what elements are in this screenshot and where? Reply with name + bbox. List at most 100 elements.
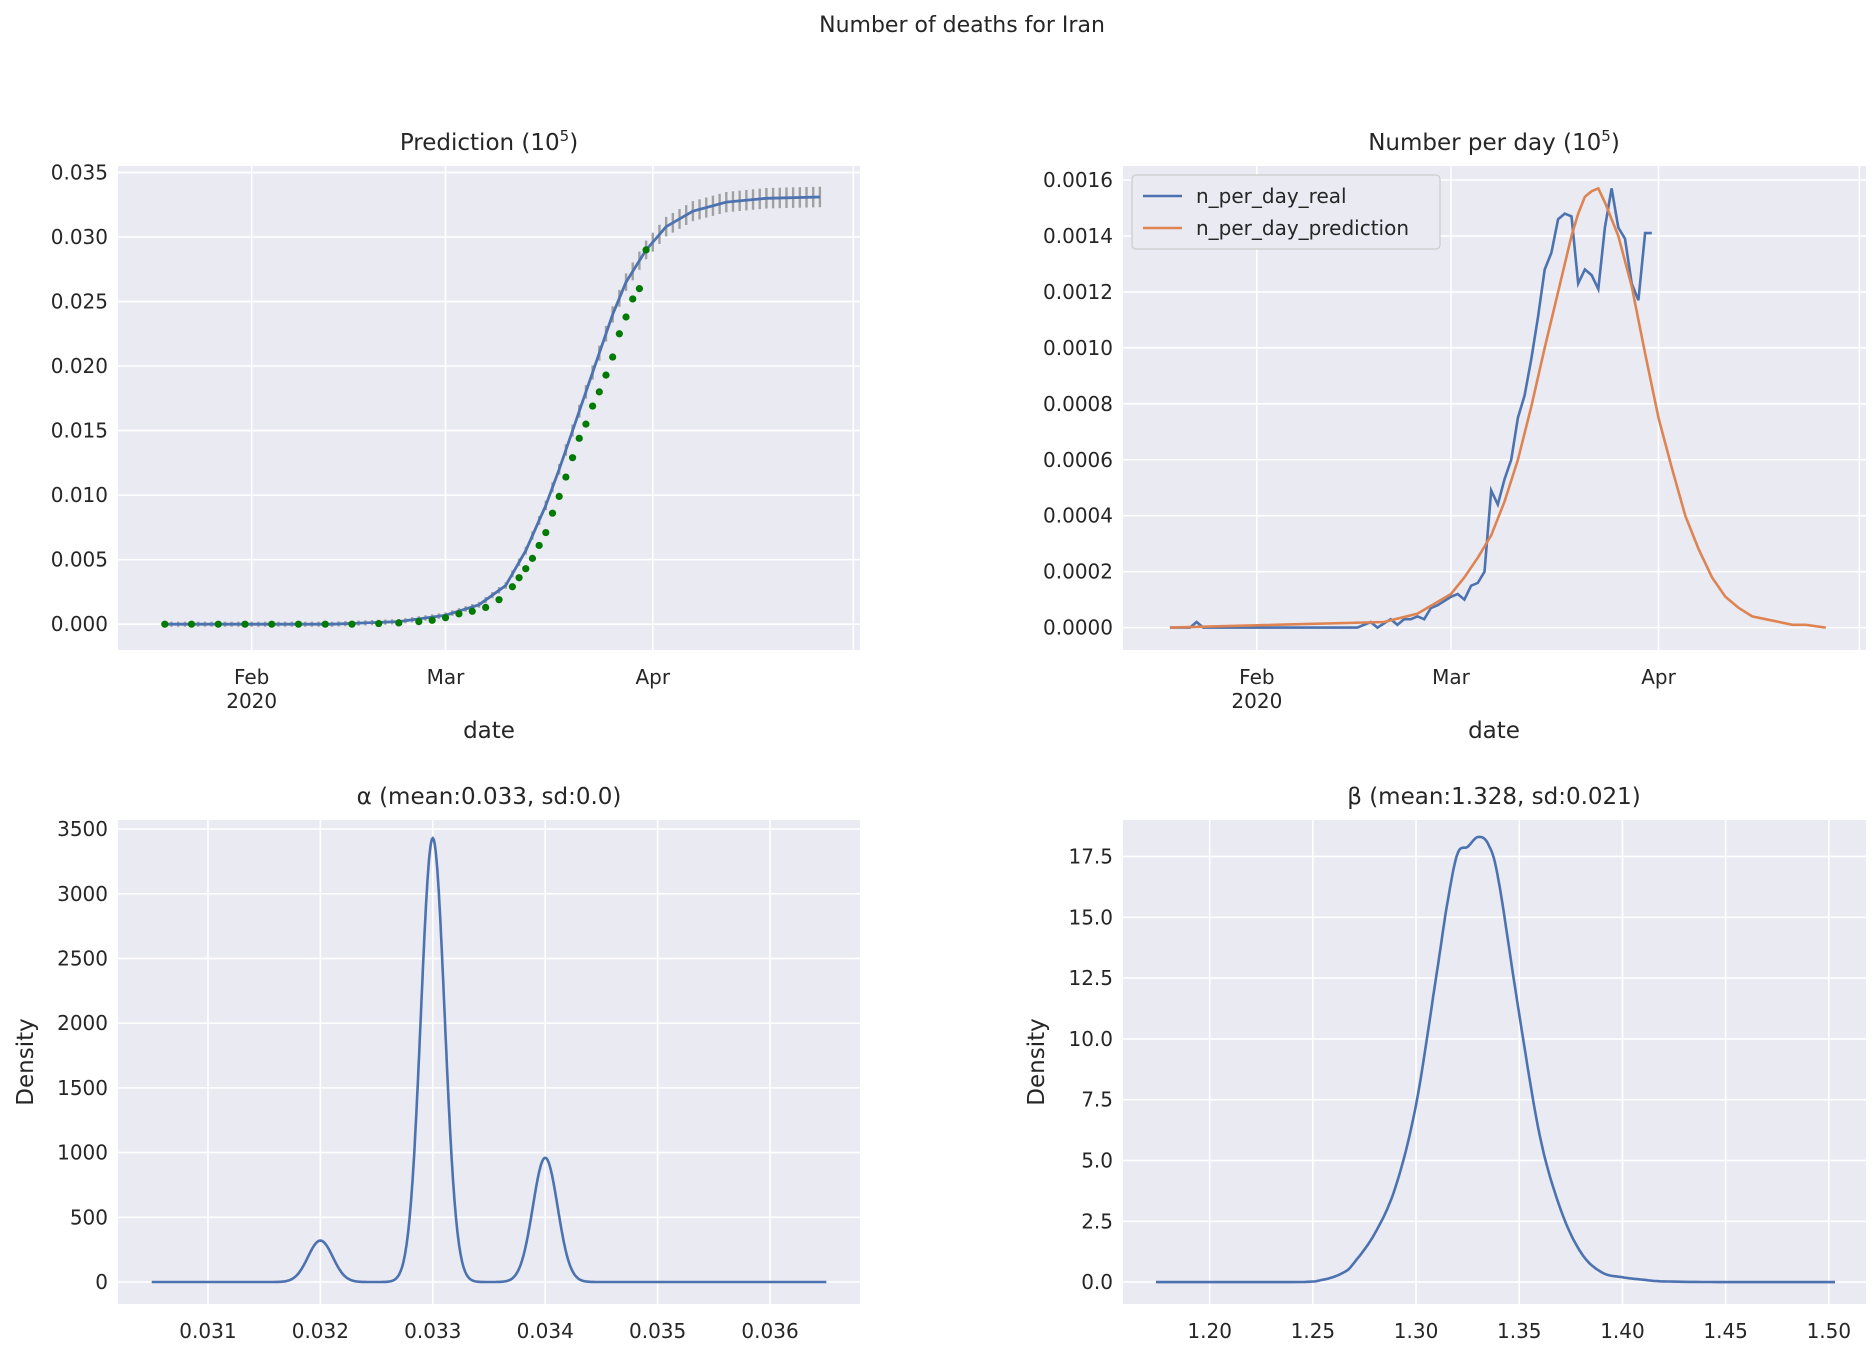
density-curve (151, 836, 827, 1284)
x-tick-label: 0.034 (517, 1319, 574, 1343)
panel-beta: β (mean:1.328, sd:0.021) 1.20 1.25 1.30 1.3… (1024, 784, 1866, 1343)
y-tick-label: 0.025 (51, 290, 108, 314)
y-tick-label: 0.0000 (1043, 616, 1113, 640)
y-tick-label: 2.5 (1081, 1209, 1113, 1233)
panel-prediction-axes (118, 166, 860, 650)
observed-point (562, 473, 570, 481)
y-tick-label: 10.0 (1068, 1027, 1113, 1051)
legend: n_per_day_real n_per_day_prediction (1131, 174, 1441, 250)
x-tick-label: Apr (635, 665, 670, 689)
y-tick-label: 0.0010 (1043, 336, 1113, 360)
observed-point (187, 620, 196, 628)
observed-point (602, 371, 610, 379)
observed-point (294, 620, 303, 628)
observed-point (555, 492, 563, 501)
y-tick-label: 0.000 (51, 612, 108, 636)
observed-point (375, 619, 383, 628)
observed-point (468, 607, 476, 615)
x-tick-label-year: 2020 (226, 689, 277, 713)
x-tick-label: 1.35 (1497, 1319, 1542, 1343)
observed-point (575, 434, 583, 442)
y-tick-label: 17.5 (1068, 844, 1113, 868)
observed-point (535, 541, 543, 550)
panel-alpha-ylabel: Density (13, 1018, 39, 1105)
observed-point (268, 620, 276, 628)
observed-point (582, 420, 590, 428)
observed-point (595, 388, 603, 396)
legend-label-prediction: n_per_day_prediction (1196, 216, 1409, 240)
x-tick-label: 1.45 (1703, 1319, 1748, 1343)
legend-box (1131, 174, 1441, 250)
y-tick-label: 3000 (57, 882, 108, 906)
observed-point (609, 353, 617, 361)
x-tick-label: 0.032 (292, 1319, 349, 1343)
observed-point (542, 528, 550, 537)
panel-alpha-axes (118, 820, 860, 1304)
density-curve (1156, 835, 1835, 1284)
y-tick-label: 5.0 (1081, 1149, 1113, 1173)
observed-point (635, 285, 644, 293)
y-tick-label: 0.0006 (1043, 448, 1113, 472)
y-tick-label: 0.015 (51, 419, 108, 443)
observed-point (642, 246, 650, 254)
observed-point (515, 574, 523, 582)
observed-point (622, 313, 630, 321)
y-tick-label: 0.020 (51, 354, 108, 378)
y-tick-label: 3500 (57, 817, 108, 841)
y-tick-label: 2500 (57, 946, 108, 970)
x-tick-label: 1.20 (1187, 1319, 1232, 1343)
observed-point (241, 620, 249, 628)
x-tick-label: Feb (234, 665, 269, 689)
panel-number-per-day-xlabel: date (1468, 718, 1520, 744)
y-tick-label: 0.0014 (1043, 224, 1113, 248)
observed-point (455, 610, 463, 618)
observed-point (161, 620, 169, 628)
observed-point (441, 614, 450, 622)
series-line-n_per_day_prediction (1169, 186, 1826, 629)
x-tick-label: 1.25 (1291, 1319, 1336, 1343)
x-tick-label: 1.40 (1600, 1319, 1645, 1343)
y-tick-label: 0.005 (51, 548, 108, 572)
y-tick-label: 500 (70, 1205, 108, 1229)
x-tick-label: Mar (1432, 665, 1471, 689)
observed-point (522, 565, 530, 573)
fit-line (164, 195, 820, 626)
y-tick-label: 0.0016 (1043, 168, 1113, 192)
y-tick-label: 7.5 (1081, 1088, 1113, 1112)
panel-beta-title: β (mean:1.328, sd:0.021) (1347, 784, 1641, 810)
y-tick-label: 0.0002 (1043, 560, 1113, 584)
x-tick-label: 0.036 (741, 1319, 798, 1343)
x-tick-label: Mar (427, 665, 466, 689)
y-tick-label: 0.0004 (1043, 504, 1113, 528)
figure-suptitle: Number of deaths for Iran (819, 13, 1105, 38)
observed-point (528, 554, 537, 562)
x-tick-label-year: 2020 (1231, 689, 1282, 713)
observed-point (508, 583, 516, 591)
x-tick-label: 0.035 (629, 1319, 686, 1343)
x-tick-label: Apr (1641, 665, 1676, 689)
observed-point (589, 402, 597, 410)
panel-prediction-xlabel: date (463, 718, 515, 744)
observed-point (629, 295, 637, 303)
x-tick-label: Feb (1239, 665, 1274, 689)
observed-point (428, 616, 436, 624)
panel-alpha: α (mean:0.033, sd:0.0) 0.031 0.032 0.033 0.… (13, 784, 860, 1343)
observed-point (214, 620, 222, 628)
observed-point (415, 618, 423, 626)
y-tick-label: 0 (95, 1270, 108, 1294)
observed-point (495, 596, 503, 604)
y-tick-label: 0.030 (51, 225, 108, 249)
x-tick-label: 1.50 (1807, 1319, 1852, 1343)
y-tick-label: 0.035 (51, 160, 108, 184)
y-tick-label: 15.0 (1068, 905, 1113, 929)
x-tick-label: 0.033 (404, 1319, 461, 1343)
panel-prediction-title: Prediction (105) (400, 127, 578, 156)
observed-point (395, 619, 403, 627)
panel-number-per-day-title: Number per day (105) (1368, 127, 1620, 156)
legend-label-real: n_per_day_real (1196, 184, 1347, 208)
y-tick-label: 1000 (57, 1141, 108, 1165)
y-tick-label: 1500 (57, 1076, 108, 1100)
